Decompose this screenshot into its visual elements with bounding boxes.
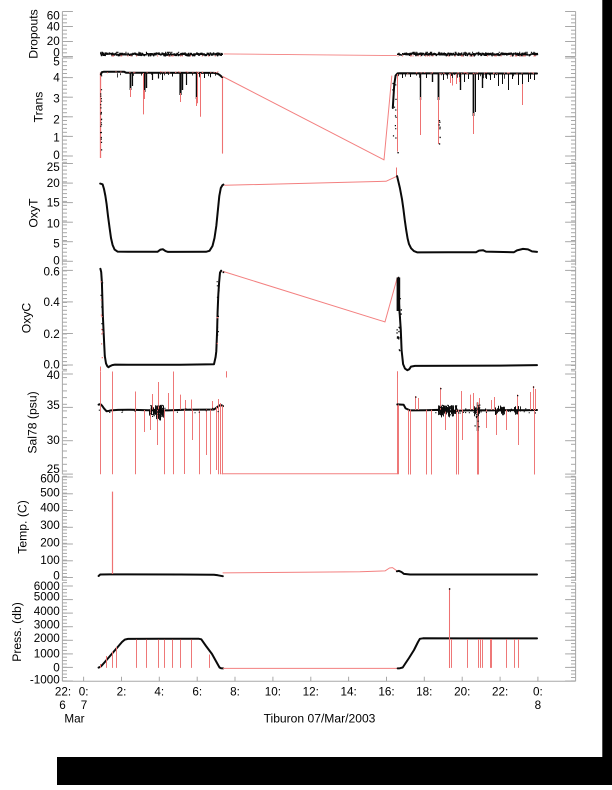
svg-text:0.0: 0.0 [44, 358, 61, 371]
svg-text:200: 200 [40, 536, 60, 549]
svg-text:0.6: 0.6 [44, 265, 60, 278]
svg-text:5: 5 [53, 237, 60, 250]
svg-text:2: 2 [53, 114, 60, 127]
svg-text:3: 3 [53, 92, 60, 105]
svg-text:3000: 3000 [34, 619, 61, 632]
svg-text:Tiburon 07/Mar/2003: Tiburon 07/Mar/2003 [264, 712, 376, 726]
svg-text:Dropouts: Dropouts [27, 9, 41, 58]
svg-text:600: 600 [40, 473, 60, 486]
svg-text:0: 0 [53, 255, 60, 268]
svg-text:8: 8 [535, 699, 542, 712]
svg-text:0: 0 [53, 661, 60, 674]
svg-text:18:: 18: [416, 686, 432, 699]
svg-text:4:: 4: [154, 686, 164, 699]
svg-text:0:: 0: [79, 686, 89, 699]
svg-text:0: 0 [53, 46, 60, 59]
svg-text:60: 60 [47, 10, 61, 23]
svg-text:7: 7 [81, 699, 88, 712]
svg-text:20: 20 [47, 35, 61, 48]
svg-text:400: 400 [40, 502, 60, 515]
svg-text:4000: 4000 [34, 605, 61, 618]
svg-text:1: 1 [53, 131, 60, 144]
svg-text:500: 500 [40, 486, 60, 499]
svg-text:22:: 22: [55, 686, 71, 699]
svg-text:Trans: Trans [31, 92, 45, 123]
svg-text:2000: 2000 [34, 632, 61, 645]
svg-text:2:: 2: [117, 686, 127, 699]
svg-text:300: 300 [40, 519, 60, 532]
svg-text:Sal78 (psu): Sal78 (psu) [26, 391, 40, 453]
svg-text:0: 0 [53, 149, 60, 162]
svg-text:16:: 16: [378, 686, 394, 699]
svg-text:0.2: 0.2 [44, 328, 60, 341]
svg-text:0:: 0: [533, 686, 543, 699]
svg-text:0: 0 [53, 569, 60, 582]
svg-text:1000: 1000 [34, 648, 61, 661]
svg-text:-1000: -1000 [30, 674, 60, 687]
svg-text:4: 4 [53, 71, 60, 84]
svg-text:40: 40 [47, 20, 61, 33]
svg-text:6000: 6000 [34, 580, 61, 593]
svg-text:10: 10 [47, 217, 61, 230]
svg-text:6:: 6: [192, 686, 202, 699]
svg-text:5: 5 [53, 55, 60, 68]
svg-text:25: 25 [47, 463, 61, 476]
svg-text:Mar: Mar [64, 713, 84, 726]
svg-text:10:: 10: [265, 686, 281, 699]
svg-text:20: 20 [47, 177, 61, 190]
svg-text:12:: 12: [303, 686, 319, 699]
svg-text:0.4: 0.4 [44, 296, 61, 309]
svg-text:Press. (db): Press. (db) [10, 602, 24, 662]
svg-text:100: 100 [40, 554, 60, 567]
svg-text:20:: 20: [454, 686, 470, 699]
svg-text:22:: 22: [492, 686, 508, 699]
svg-text:30: 30 [47, 434, 61, 447]
svg-text:5000: 5000 [34, 591, 61, 604]
svg-text:25: 25 [47, 161, 61, 174]
svg-text:35: 35 [47, 399, 61, 412]
svg-text:40: 40 [47, 369, 61, 382]
svg-text:15: 15 [47, 197, 61, 210]
svg-text:OxyC: OxyC [19, 303, 33, 334]
svg-text:OxyT: OxyT [27, 198, 41, 228]
svg-text:14:: 14: [340, 686, 356, 699]
svg-text:Temp. (C): Temp. (C) [16, 500, 30, 554]
svg-text:6: 6 [59, 699, 66, 712]
svg-text:8:: 8: [230, 686, 240, 699]
